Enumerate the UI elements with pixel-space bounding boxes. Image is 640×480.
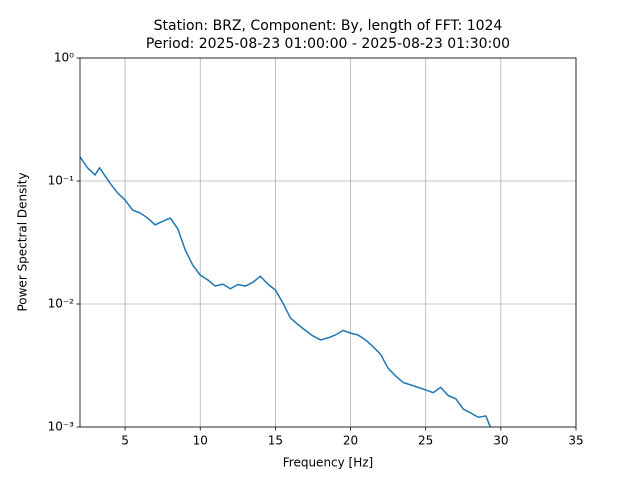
y-tick-label: 10⁻³ xyxy=(48,420,75,434)
x-tick-label: 10 xyxy=(193,434,208,448)
y-axis-label: Power Spectral Density xyxy=(16,172,30,311)
x-tick-label: 5 xyxy=(121,434,129,448)
chart-title: Station: BRZ, Component: By, length of F… xyxy=(154,18,503,34)
x-tick-label: 35 xyxy=(568,434,583,448)
x-tick-label: 30 xyxy=(493,434,508,448)
line-series xyxy=(80,156,492,427)
y-tick-label: 10⁰ xyxy=(54,51,74,65)
x-tick-label: 25 xyxy=(418,434,433,448)
x-tick-label: 20 xyxy=(343,434,358,448)
y-tick-label: 10⁻² xyxy=(48,297,75,311)
x-axis-label: Frequency [Hz] xyxy=(283,456,374,470)
y-tick-label: 10⁻¹ xyxy=(48,174,75,188)
chart-subtitle: Period: 2025-08-23 01:00:00 - 2025-08-23… xyxy=(146,36,510,52)
x-tick-label: 15 xyxy=(268,434,283,448)
plot-frame xyxy=(79,57,577,428)
